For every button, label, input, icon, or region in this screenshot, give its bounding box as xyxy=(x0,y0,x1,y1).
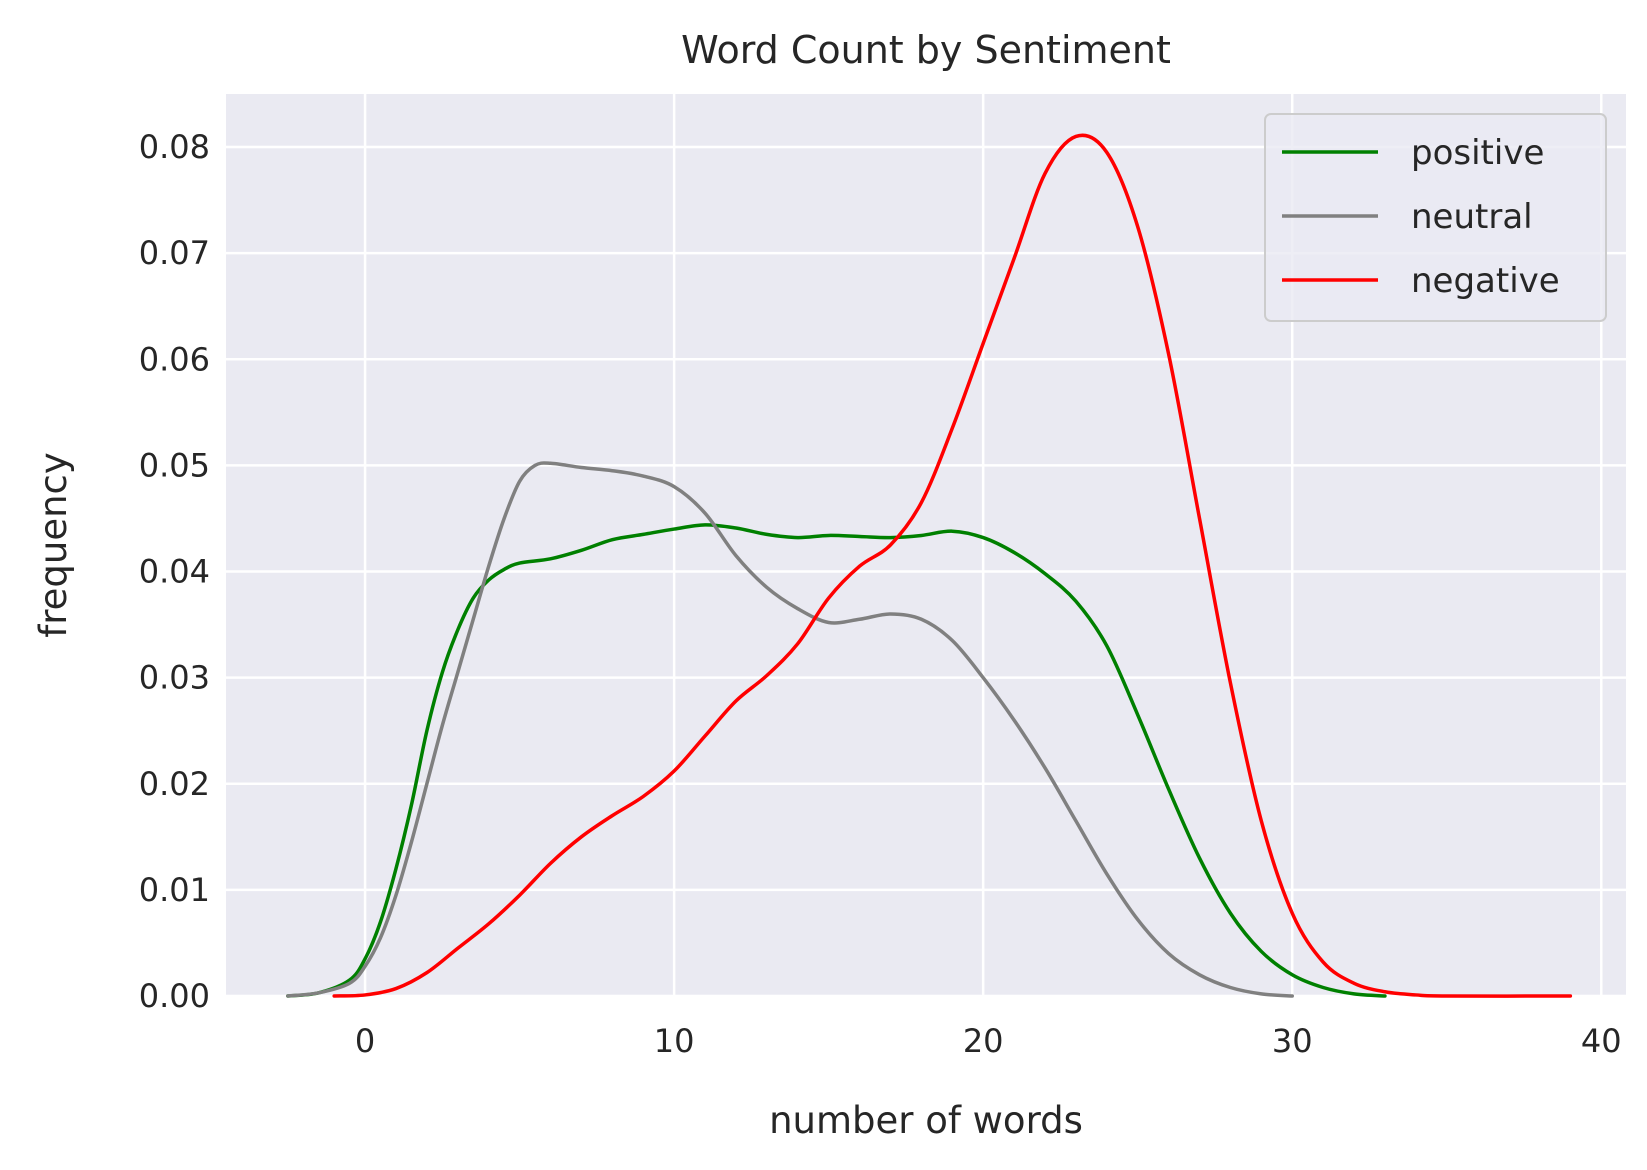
legend-label-negative: negative xyxy=(1411,261,1560,301)
grid xyxy=(226,94,1626,998)
chart-title: Word Count by Sentiment xyxy=(681,28,1171,72)
series-line-positive xyxy=(286,523,1387,998)
legend-frame xyxy=(1264,113,1607,322)
y-tick-label: 0.07 xyxy=(139,234,210,272)
x-tick-label: 20 xyxy=(963,1022,1004,1060)
series-layer xyxy=(286,133,1573,998)
x-tick-labels: 0 10 20 30 40 xyxy=(355,1022,1622,1060)
legend-label-neutral: neutral xyxy=(1411,197,1533,237)
y-tick-label: 0.04 xyxy=(139,553,210,591)
x-tick-label: 30 xyxy=(1272,1022,1313,1060)
y-tick-labels: 0.00 0.01 0.02 0.03 0.04 0.05 0.06 0.07 0.08 xyxy=(139,128,210,1015)
legend-label-positive: positive xyxy=(1411,133,1544,173)
y-tick-label: 0.05 xyxy=(139,446,210,484)
x-tick-label: 0 xyxy=(355,1022,375,1060)
legend: positive neutral negative xyxy=(1264,113,1607,322)
y-tick-label: 0.02 xyxy=(139,765,210,803)
y-tick-label: 0.01 xyxy=(139,871,210,909)
y-tick-label: 0.08 xyxy=(139,128,210,166)
y-tick-label: 0.00 xyxy=(139,977,210,1015)
y-tick-label: 0.03 xyxy=(139,659,210,697)
series-line-negative xyxy=(332,133,1573,998)
x-tick-label: 40 xyxy=(1581,1022,1622,1060)
y-tick-label: 0.06 xyxy=(139,340,210,378)
series-line-neutral xyxy=(286,461,1294,998)
y-axis-label: frequency xyxy=(32,452,75,638)
x-tick-label: 10 xyxy=(654,1022,695,1060)
x-axis-label: number of words xyxy=(769,1099,1083,1142)
